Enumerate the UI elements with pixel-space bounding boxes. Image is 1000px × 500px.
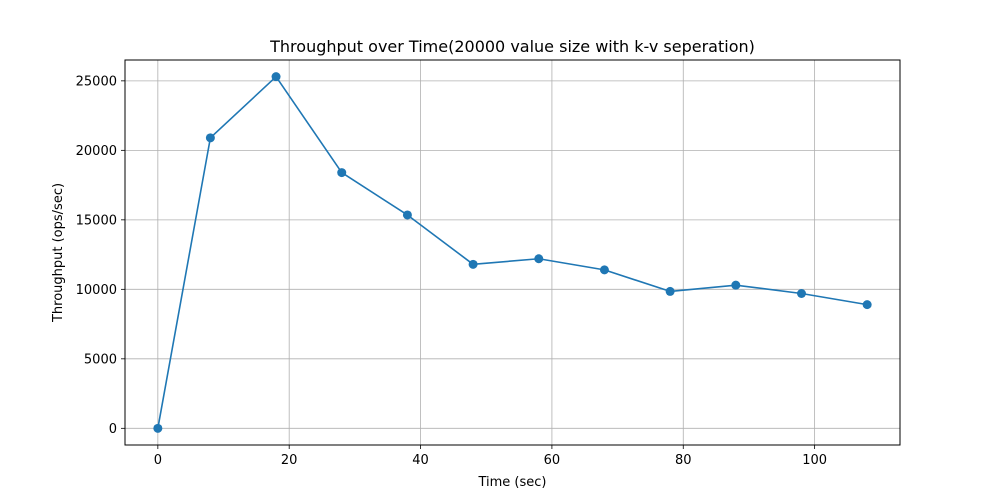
ticks: 0 20 40 60 80 100 0 5000 10000 15000 20000 25000 [76,74,827,468]
chart-title: Throughput over Time(20000 value size wi… [269,37,755,56]
data-point [402,210,412,220]
grid [125,60,900,445]
data-point [153,423,163,433]
y-tick-label: 5000 [84,352,117,367]
data-point [796,289,806,299]
y-tick-label: 20000 [76,144,117,159]
x-tick-label: 80 [675,453,692,468]
x-tick-label: 0 [154,453,162,468]
y-tick-label: 15000 [76,213,117,228]
x-axis-label: Time (sec) [477,475,546,490]
x-tick-label: 20 [281,453,298,468]
data-point [534,254,544,264]
data-point [665,286,675,296]
series-line [157,75,868,429]
series-layer [153,72,872,433]
y-tick-label: 10000 [76,283,117,298]
x-tick-label: 40 [412,453,429,468]
y-tick-label: 25000 [76,74,117,89]
data-point [271,72,281,82]
x-tick-label: 100 [802,453,827,468]
data-point [205,133,215,143]
data-point [599,265,609,275]
data-point [862,300,872,310]
y-axis-label: Throughput (ops/sec) [51,183,66,323]
y-tick-label: 0 [109,422,117,437]
plot-area-frame [124,59,901,446]
data-point [731,280,741,290]
data-point [468,259,478,269]
x-tick-label: 60 [544,453,561,468]
data-point [337,168,347,178]
